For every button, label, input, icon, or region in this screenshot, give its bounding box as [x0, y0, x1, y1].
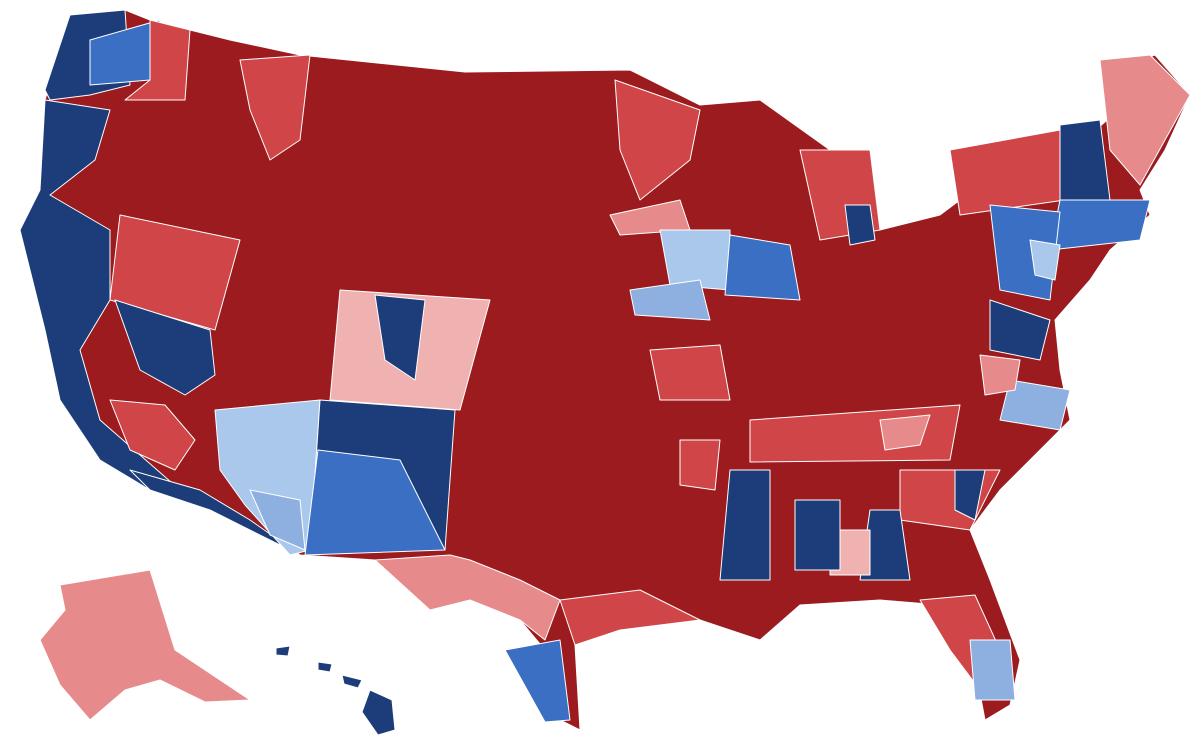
region	[724, 234, 801, 301]
region	[559, 589, 701, 646]
region	[304, 449, 446, 556]
region	[999, 379, 1071, 431]
region	[129, 469, 301, 556]
hawaii	[361, 689, 396, 736]
region	[109, 214, 241, 331]
region	[989, 299, 1051, 361]
region	[109, 399, 196, 471]
region	[124, 19, 191, 101]
region	[249, 489, 306, 551]
region	[374, 294, 426, 381]
region	[504, 639, 571, 723]
region	[979, 354, 1021, 396]
region	[899, 469, 1001, 531]
region	[19, 99, 181, 491]
region	[629, 279, 711, 321]
region	[969, 639, 1016, 701]
hawaii	[275, 645, 291, 657]
region	[954, 469, 986, 521]
region	[844, 204, 876, 246]
region	[679, 439, 721, 491]
region	[719, 469, 771, 581]
region	[794, 499, 841, 571]
region	[614, 79, 701, 201]
region	[649, 344, 731, 401]
region	[879, 414, 931, 451]
region	[114, 299, 216, 396]
region	[1029, 239, 1061, 281]
region	[374, 554, 561, 641]
region	[949, 129, 1066, 216]
hawaii	[341, 674, 363, 689]
region	[1049, 199, 1151, 251]
hawaii	[317, 661, 333, 673]
region	[1099, 54, 1191, 186]
alaska	[39, 569, 251, 721]
region	[239, 54, 311, 161]
